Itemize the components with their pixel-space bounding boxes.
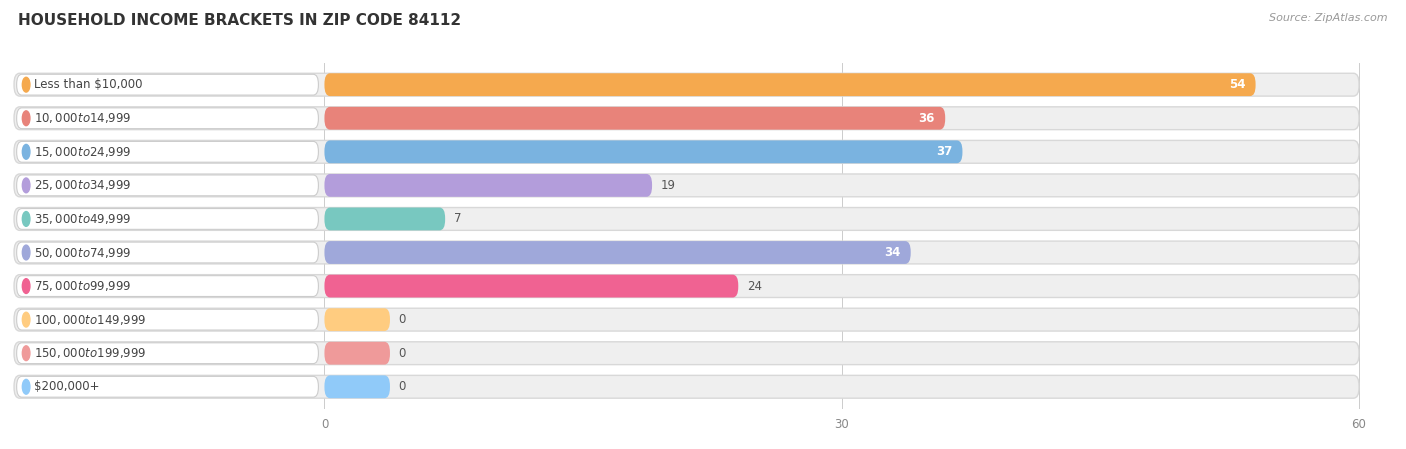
Text: 7: 7: [454, 212, 461, 225]
Circle shape: [22, 145, 30, 159]
Circle shape: [22, 211, 30, 226]
FancyBboxPatch shape: [14, 375, 1360, 398]
Circle shape: [22, 279, 30, 294]
Circle shape: [22, 245, 30, 260]
FancyBboxPatch shape: [17, 208, 318, 229]
Circle shape: [22, 346, 30, 361]
FancyBboxPatch shape: [14, 107, 1360, 130]
Text: $35,000 to $49,999: $35,000 to $49,999: [34, 212, 131, 226]
FancyBboxPatch shape: [14, 207, 1360, 230]
Text: HOUSEHOLD INCOME BRACKETS IN ZIP CODE 84112: HOUSEHOLD INCOME BRACKETS IN ZIP CODE 84…: [18, 13, 461, 28]
Text: 34: 34: [884, 246, 900, 259]
FancyBboxPatch shape: [325, 174, 652, 197]
Text: Less than $10,000: Less than $10,000: [34, 78, 142, 91]
FancyBboxPatch shape: [14, 73, 1360, 96]
FancyBboxPatch shape: [14, 308, 1360, 331]
Text: $200,000+: $200,000+: [34, 380, 100, 393]
Text: Source: ZipAtlas.com: Source: ZipAtlas.com: [1270, 13, 1388, 23]
Text: 0: 0: [398, 347, 406, 360]
FancyBboxPatch shape: [325, 141, 963, 163]
FancyBboxPatch shape: [17, 74, 318, 95]
FancyBboxPatch shape: [17, 343, 318, 364]
FancyBboxPatch shape: [14, 275, 1360, 298]
Text: 0: 0: [398, 380, 406, 393]
FancyBboxPatch shape: [14, 174, 1360, 197]
FancyBboxPatch shape: [325, 275, 738, 298]
FancyBboxPatch shape: [17, 175, 318, 196]
FancyBboxPatch shape: [14, 141, 1360, 163]
Text: 37: 37: [936, 145, 952, 158]
Text: 36: 36: [918, 112, 935, 125]
FancyBboxPatch shape: [14, 342, 1360, 365]
FancyBboxPatch shape: [325, 73, 1256, 96]
FancyBboxPatch shape: [325, 107, 945, 130]
Circle shape: [22, 312, 30, 327]
Circle shape: [22, 379, 30, 394]
FancyBboxPatch shape: [17, 108, 318, 129]
FancyBboxPatch shape: [325, 207, 446, 230]
Text: $15,000 to $24,999: $15,000 to $24,999: [34, 145, 131, 159]
Text: $10,000 to $14,999: $10,000 to $14,999: [34, 111, 131, 125]
Text: 24: 24: [747, 280, 762, 293]
Text: $150,000 to $199,999: $150,000 to $199,999: [34, 346, 146, 360]
Circle shape: [22, 178, 30, 193]
Text: $100,000 to $149,999: $100,000 to $149,999: [34, 313, 146, 326]
FancyBboxPatch shape: [17, 276, 318, 296]
FancyBboxPatch shape: [17, 376, 318, 397]
FancyBboxPatch shape: [325, 241, 911, 264]
Text: 0: 0: [398, 313, 406, 326]
FancyBboxPatch shape: [17, 309, 318, 330]
FancyBboxPatch shape: [325, 342, 389, 365]
FancyBboxPatch shape: [17, 242, 318, 263]
FancyBboxPatch shape: [17, 141, 318, 162]
Text: $50,000 to $74,999: $50,000 to $74,999: [34, 246, 131, 260]
Text: 19: 19: [661, 179, 676, 192]
Circle shape: [22, 77, 30, 92]
FancyBboxPatch shape: [325, 375, 389, 398]
Text: $25,000 to $34,999: $25,000 to $34,999: [34, 178, 131, 192]
Text: 54: 54: [1229, 78, 1246, 91]
FancyBboxPatch shape: [14, 241, 1360, 264]
Text: $75,000 to $99,999: $75,000 to $99,999: [34, 279, 131, 293]
FancyBboxPatch shape: [325, 308, 389, 331]
Circle shape: [22, 111, 30, 126]
